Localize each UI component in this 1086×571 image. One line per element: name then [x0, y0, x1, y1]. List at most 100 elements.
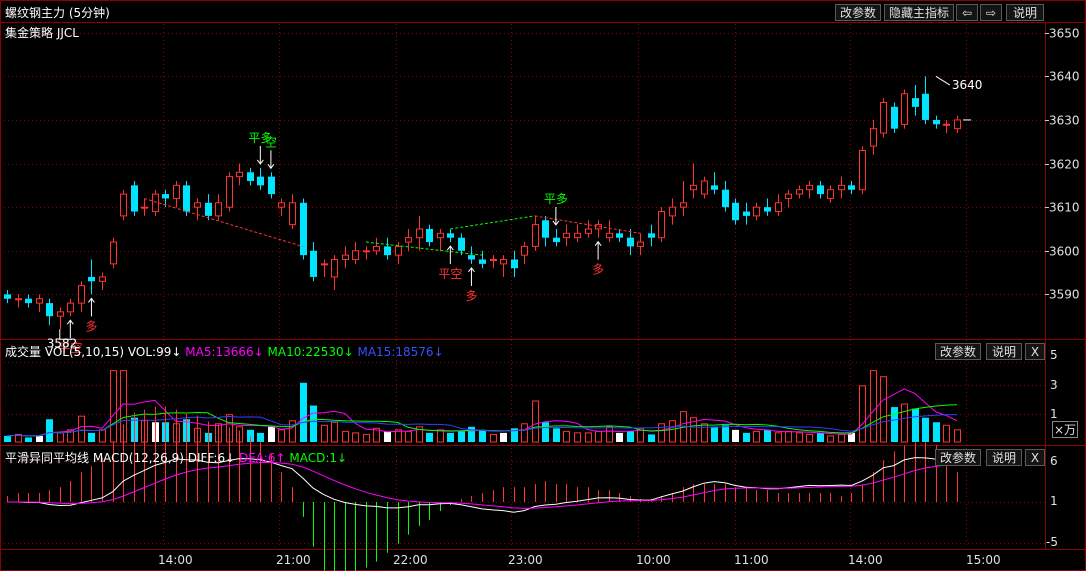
x-tick-5: 11:00	[734, 553, 769, 567]
candle-body	[88, 276, 95, 282]
candle-body	[257, 176, 264, 186]
candle-body	[574, 232, 581, 239]
candle-body	[458, 237, 465, 251]
candle-body	[722, 189, 729, 208]
signal-trend-line	[365, 241, 483, 256]
candle-body	[215, 202, 222, 217]
volume-bar	[300, 382, 307, 442]
volume-bar	[331, 421, 338, 443]
candle-body	[78, 285, 85, 304]
candle-body	[880, 102, 887, 134]
params-button[interactable]: 改参数	[835, 4, 881, 21]
volume-bar	[943, 424, 950, 443]
candle-body	[827, 189, 834, 199]
arrow-left-icon[interactable]: ⇦	[956, 4, 978, 21]
volume-bar	[775, 432, 782, 443]
volume-bar	[78, 415, 85, 443]
candle-body	[680, 202, 687, 208]
vol-tick-5: 5	[1050, 348, 1058, 362]
hide-indicator-button[interactable]: 隐藏主指标	[884, 4, 954, 21]
candle-body	[310, 250, 317, 277]
volume-bar	[352, 432, 359, 443]
signal-label: 多	[85, 319, 97, 333]
vol-params-button[interactable]: 改参数	[935, 343, 981, 360]
candle-body	[690, 184, 697, 191]
help-button[interactable]: 说明	[1006, 4, 1044, 21]
macd-params-button[interactable]: 改参数	[935, 449, 981, 466]
volume-bar	[722, 425, 729, 442]
signal-label: 多	[592, 263, 604, 277]
candle-body	[373, 245, 380, 252]
candle-body	[25, 298, 32, 304]
candle-body	[511, 259, 518, 269]
candle-body	[532, 224, 539, 247]
volume-bar	[57, 432, 64, 443]
candle-body	[922, 93, 929, 120]
candle-body	[141, 206, 148, 209]
candle-body	[775, 202, 782, 213]
signal-arrow-head	[468, 267, 475, 273]
candle-body	[743, 211, 750, 216]
candle-body	[848, 185, 855, 190]
volume-bar	[363, 433, 370, 443]
volume-bar	[880, 376, 887, 443]
candle-body	[236, 171, 243, 178]
candle-body	[321, 263, 328, 266]
high-label: 3640	[952, 78, 983, 92]
volume-bar	[437, 429, 444, 443]
candle-body	[395, 245, 402, 256]
volume-bar	[827, 435, 834, 443]
volume-bar	[585, 432, 592, 443]
signal-label: 平空	[438, 267, 462, 281]
vol-help-button[interactable]: 说明	[986, 343, 1022, 360]
signal-arrow-head	[267, 163, 275, 170]
volume-bar	[289, 420, 296, 443]
macd-tick-neg5: -5	[1046, 535, 1058, 549]
candle-body	[416, 228, 423, 239]
candle-body	[205, 202, 212, 216]
low-label: 3582	[47, 336, 78, 350]
candle-body	[384, 246, 391, 256]
vol-tick-3: 3	[1050, 378, 1058, 392]
candle-body	[901, 93, 908, 125]
candle-body	[437, 232, 444, 239]
macd-dea-line	[7, 461, 958, 509]
candle-body	[194, 202, 201, 208]
volume-bar	[901, 403, 908, 443]
candle-body	[732, 202, 739, 221]
macd-tick-1: 1	[1050, 494, 1058, 508]
candle-body	[447, 233, 454, 238]
volume-bar	[321, 424, 328, 443]
candle-body	[352, 250, 359, 260]
candle-body	[99, 276, 106, 282]
volume-bar	[468, 426, 475, 442]
candle-body	[669, 206, 676, 217]
volume-bar	[616, 432, 623, 442]
x-tick-6: 14:00	[848, 553, 883, 567]
macd-title-text: 平滑异同平均线 MACD(12,26,9) DIFF:6↓	[5, 451, 236, 465]
volume-bar	[859, 385, 866, 443]
macd-close-button[interactable]: X	[1025, 449, 1045, 466]
candle-body	[15, 298, 22, 301]
candle-body	[468, 255, 475, 260]
volume-bar	[606, 426, 613, 443]
vol-close-button[interactable]: X	[1025, 343, 1045, 360]
volume-bar	[4, 435, 11, 442]
x-tick-2: 22:00	[393, 553, 428, 567]
candle-body	[247, 172, 254, 181]
page-title: 螺纹钢主力 (5分钟)	[5, 6, 110, 20]
macd-tick-6: 6	[1050, 454, 1058, 468]
volume-bar	[753, 430, 760, 443]
candle-body	[817, 185, 824, 195]
candle-body	[648, 233, 655, 238]
price-tick-label: 3600	[1049, 245, 1080, 259]
candle-body	[110, 241, 117, 265]
volume-bar	[426, 432, 433, 442]
arrow-right-icon[interactable]: ⇨	[980, 4, 1002, 21]
candle-body	[120, 193, 127, 217]
volume-bar	[701, 423, 708, 443]
volume-bar	[521, 423, 528, 443]
volume-bar	[658, 423, 665, 443]
low-pointer	[59, 329, 72, 340]
macd-help-button[interactable]: 说明	[986, 449, 1022, 466]
